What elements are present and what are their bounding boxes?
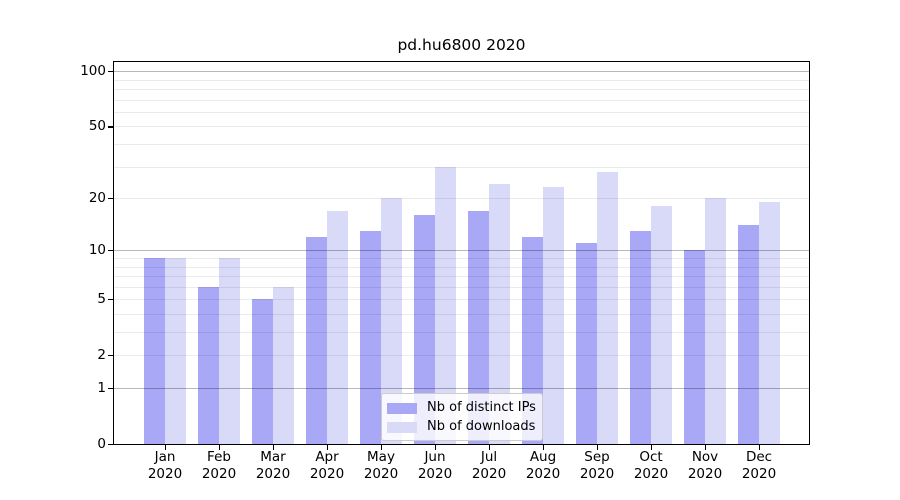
legend-item-downloads: Nb of downloads <box>387 418 536 436</box>
y-tick-mark-20 <box>108 198 114 200</box>
bar-distinct-ips-jun <box>414 215 435 444</box>
x-tick-label-nov: Nov 2020 <box>687 449 723 482</box>
x-tick-label-may: May 2020 <box>363 449 399 482</box>
bar-downloads-apr <box>327 210 348 444</box>
y-tick-label-100: 100 <box>80 63 106 80</box>
gridline-50 <box>114 126 809 128</box>
bar-distinct-ips-jan <box>144 258 165 444</box>
x-tick-mark-jun <box>434 444 436 450</box>
y-tick-mark-5 <box>108 299 114 301</box>
gridline-40 <box>114 144 809 145</box>
x-tick-mark-dec <box>758 444 760 450</box>
gridline-10 <box>114 250 809 252</box>
legend-label-distinct-ips: Nb of distinct IPs <box>427 400 536 415</box>
gridline-4 <box>114 314 809 315</box>
gridline-70 <box>114 99 809 101</box>
x-tick-label-jun: Jun 2020 <box>417 449 453 482</box>
bar-downloads-jun <box>435 166 456 444</box>
bar-distinct-ips-nov <box>684 250 705 444</box>
bar-downloads-sep <box>597 172 618 444</box>
x-tick-mark-nov <box>704 444 706 450</box>
chart-title: pd.hu6800 2020 <box>397 36 526 54</box>
gridline-90 <box>114 79 809 81</box>
bar-distinct-ips-apr <box>306 236 327 444</box>
bar-distinct-ips-oct <box>630 230 651 444</box>
legend-swatch-downloads <box>387 421 417 433</box>
bar-distinct-ips-jul <box>468 210 489 444</box>
bar-downloads-feb <box>219 258 240 444</box>
plot-area <box>113 61 810 445</box>
x-tick-label-sep: Sep 2020 <box>579 449 615 482</box>
bar-downloads-mar <box>273 286 294 444</box>
y-tick-label-50: 50 <box>88 118 106 135</box>
x-tick-label-oct: Oct 2020 <box>633 449 669 482</box>
x-tick-mark-aug <box>542 444 544 450</box>
legend-item-distinct-ips: Nb of distinct IPs <box>387 399 536 417</box>
gridline-8 <box>114 266 809 268</box>
gridline-2 <box>114 355 809 357</box>
x-tick-label-jan: Jan 2020 <box>147 449 183 482</box>
gridline-7 <box>114 276 809 277</box>
y-tick-mark-10 <box>108 250 114 252</box>
bar-downloads-nov <box>705 198 726 444</box>
grid-layer <box>114 62 809 444</box>
y-tick-label-1: 1 <box>97 380 106 396</box>
bar-distinct-ips-feb <box>198 286 219 444</box>
gridline-3 <box>114 332 809 333</box>
bar-downloads-jan <box>165 258 186 444</box>
gridline-20 <box>114 198 809 200</box>
bar-distinct-ips-mar <box>252 299 273 444</box>
bar-downloads-oct <box>651 206 672 444</box>
gridline-80 <box>114 89 809 90</box>
y-tick-label-20: 20 <box>88 190 106 207</box>
x-tick-mark-apr <box>326 444 328 450</box>
bar-downloads-dec <box>759 202 780 444</box>
gridline-60 <box>114 111 809 113</box>
y-tick-mark-2 <box>108 355 114 357</box>
y-tick-label-0: 0 <box>97 436 106 452</box>
bar-distinct-ips-may <box>360 230 381 444</box>
x-tick-mark-jan <box>164 444 166 450</box>
legend-swatch-distinct-ips <box>387 402 417 414</box>
bars-layer <box>114 62 809 444</box>
y-tick-mark-50 <box>108 126 114 128</box>
x-tick-label-feb: Feb 2020 <box>201 449 237 482</box>
x-tick-label-jul: Jul 2020 <box>471 449 507 482</box>
x-tick-mark-may <box>380 444 382 450</box>
x-tick-mark-oct <box>650 444 652 450</box>
x-tick-mark-mar <box>272 444 274 450</box>
legend-label-downloads: Nb of downloads <box>427 419 536 434</box>
gridline-30 <box>114 166 809 168</box>
bar-distinct-ips-aug <box>522 236 543 444</box>
gridline-1 <box>114 388 809 389</box>
gridline-6 <box>114 286 809 288</box>
bar-downloads-aug <box>543 187 564 444</box>
bar-downloads-jul <box>489 184 510 444</box>
x-tick-label-apr: Apr 2020 <box>309 449 345 482</box>
x-tick-label-dec: Dec 2020 <box>741 449 777 482</box>
x-tick-label-aug: Aug 2020 <box>525 449 561 482</box>
y-tick-label-10: 10 <box>88 242 106 259</box>
bar-downloads-may <box>381 198 402 444</box>
bar-distinct-ips-sep <box>576 243 597 444</box>
y-tick-mark-100 <box>108 71 114 73</box>
gridline-100 <box>114 71 809 73</box>
y-tick-mark-1 <box>108 388 114 390</box>
gridline-5 <box>114 299 809 301</box>
x-tick-mark-jul <box>488 444 490 450</box>
y-tick-label-5: 5 <box>97 291 106 308</box>
y-tick-mark-0 <box>108 444 114 446</box>
bar-distinct-ips-dec <box>738 225 759 444</box>
x-tick-mark-feb <box>218 444 220 450</box>
gridline-9 <box>114 258 809 259</box>
y-tick-label-2: 2 <box>97 347 106 364</box>
legend: Nb of distinct IPs Nb of downloads <box>381 393 543 441</box>
x-tick-label-mar: Mar 2020 <box>255 449 291 482</box>
x-tick-mark-sep <box>596 444 598 450</box>
